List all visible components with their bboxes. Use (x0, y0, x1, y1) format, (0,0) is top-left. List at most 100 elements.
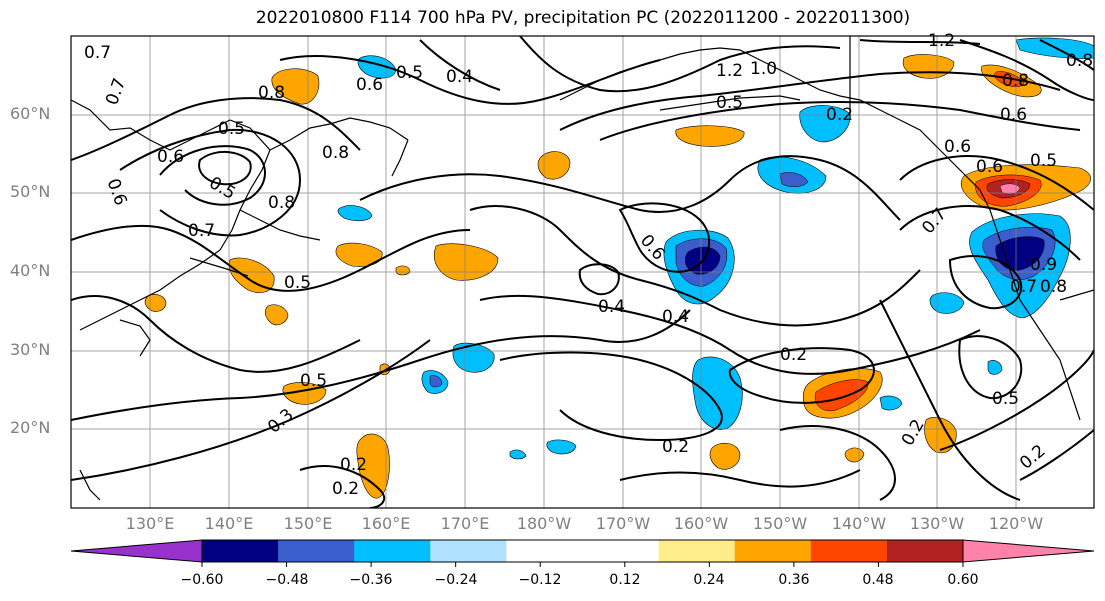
coastlines (71, 36, 1094, 501)
contour-label: 0.9 (1030, 255, 1057, 275)
lon-label: 130°E (125, 514, 175, 533)
contour-label: 1.0 (750, 59, 777, 79)
contour-label: 0.6 (636, 231, 669, 265)
colorbar-tick-label: −0.60 (180, 572, 224, 588)
contour-label: 0.8 (1002, 71, 1029, 91)
contour-label: 0.8 (1066, 51, 1093, 71)
gridlines (71, 36, 1094, 508)
precip-pos-area (924, 417, 957, 454)
precip-pos-area (356, 433, 390, 499)
lat-label: 30°N (10, 340, 51, 359)
colorbar-tick-label: −0.12 (518, 572, 562, 588)
colorbar (70, 539, 1095, 567)
contour-label: 0.2 (332, 479, 359, 499)
precip-neg-area (987, 360, 1003, 375)
precip-pos-area (675, 125, 745, 147)
contour-label: 0.6 (944, 137, 971, 157)
colorbar-tick-label: 0.12 (609, 572, 641, 588)
contour-label: 0.7 (188, 221, 215, 241)
lat-label: 40°N (10, 261, 51, 280)
colorbar-cell (506, 540, 583, 562)
contour-label: 0.7 (102, 76, 130, 108)
colorbar-tick-label: −0.24 (434, 572, 478, 588)
contour-label: 0.2 (340, 455, 367, 475)
colorbar-cell (354, 540, 431, 562)
contour-label: 0.5 (284, 273, 311, 293)
precip-pos-area (537, 151, 571, 180)
contour-label: 0.2 (826, 105, 853, 125)
lat-label: 20°N (10, 418, 51, 437)
contour-label: 0.5 (396, 63, 423, 83)
lon-label: 160°W (673, 514, 729, 533)
lon-label: 140°E (204, 514, 254, 533)
contour-label: 0.6 (103, 176, 131, 208)
contour-label: 0.5 (300, 371, 327, 391)
contour-label: 1.2 (716, 61, 743, 81)
contour-label: 0.8 (1040, 277, 1067, 297)
precip-neg-area (879, 395, 903, 411)
contour-label: 0.4 (446, 67, 473, 87)
colorbar-cell (582, 540, 660, 562)
colorbar-cell (278, 540, 355, 562)
precip-neg-area (546, 439, 577, 455)
precip-pos-area (844, 447, 865, 463)
map-frame (70, 35, 1095, 509)
lon-label: 180°W (516, 514, 572, 533)
precip-pos-area (144, 294, 167, 312)
lon-label: 130°W (909, 514, 965, 533)
contour-label: 0.5 (206, 173, 239, 204)
colorbar-cell (886, 540, 964, 562)
precip-neg-area (509, 449, 527, 460)
colorbar-cell (734, 540, 812, 562)
colorbar-tick-label: 0.60 (947, 572, 979, 588)
precip-pos-area (264, 304, 289, 326)
contour-label: 0.3 (264, 405, 298, 438)
contour-label: 0.4 (662, 307, 689, 327)
contour-label: 0.6 (157, 147, 184, 167)
colorbar-extend-min (70, 539, 203, 563)
contour-label: 0.2 (898, 416, 929, 449)
contour-label: 0.8 (258, 83, 285, 103)
contour-label: 0.8 (322, 143, 349, 163)
contour-label: 0.7 (918, 204, 951, 238)
lon-label: 140°W (831, 514, 887, 533)
colorbar-cell (658, 540, 736, 562)
contour-label: 0.5 (992, 389, 1019, 409)
colorbar-cell (430, 540, 507, 562)
precip-pos-area (271, 68, 320, 105)
map-title: 2022010800 F114 700 hPa PV, precipitatio… (255, 8, 911, 28)
lon-label: 160°E (361, 514, 411, 533)
colorbar-cell (202, 540, 279, 562)
colorbar-cell (810, 540, 888, 562)
contour-label: 0.6 (1000, 105, 1027, 125)
contour-label: 0.7 (1010, 277, 1037, 297)
colorbar-tick-label: 0.36 (778, 572, 810, 588)
lon-label: 150°W (752, 514, 808, 533)
colorbar-extend-max (962, 539, 1095, 563)
colorbar-tick-label: 0.48 (862, 572, 894, 588)
lat-label: 50°N (10, 182, 51, 201)
contour-label: 0.2 (1016, 441, 1050, 474)
precip-neg-area (337, 205, 373, 222)
contour-label: 0.7 (84, 43, 111, 63)
lon-label: 170°E (440, 514, 490, 533)
contour-label: 1.2 (928, 31, 955, 51)
lon-label: 120°W (988, 514, 1044, 533)
contour-label: 0.4 (598, 297, 625, 317)
precip-pos-area (395, 265, 411, 276)
colorbar-tick-label: −0.48 (265, 572, 309, 588)
contour-label: 0.6 (976, 157, 1003, 177)
pv-contours (71, 36, 1094, 508)
contour-label: 0.5 (1030, 151, 1057, 171)
colorbar-tick-label: 0.24 (693, 572, 725, 588)
contour-label: 0.2 (780, 345, 807, 365)
lat-label: 60°N (10, 104, 51, 123)
precip-pos-area (709, 442, 741, 470)
contour-label: 0.5 (218, 119, 245, 139)
contour-label: 0.5 (716, 93, 743, 113)
contour-label: 0.8 (268, 193, 295, 213)
contour-label: 0.6 (356, 75, 383, 95)
lon-label: 150°E (283, 514, 333, 533)
precip-pos-area (228, 257, 275, 293)
